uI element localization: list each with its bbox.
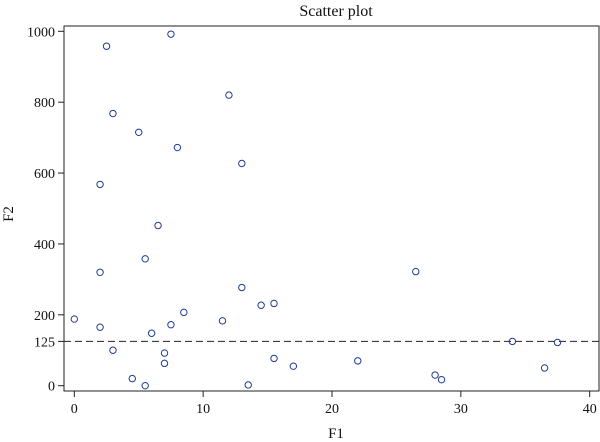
data-point [160,349,169,357]
data-point [225,91,233,99]
data-point [102,42,111,50]
y-tick-label: 1000 [27,25,55,40]
data-point [238,283,246,292]
data-point [167,321,175,329]
x-tick-label: 0 [71,402,78,417]
x-tick-label: 20 [325,402,339,417]
data-point [289,362,298,370]
y-tick-label: 800 [34,96,55,111]
chart-title: Scatter plot [299,3,373,20]
data-point [257,301,265,309]
data-point [128,374,136,383]
y-tick-label: 600 [34,167,55,182]
data-point [354,357,362,365]
y-tick-label: 200 [34,309,55,324]
data-point [244,381,252,389]
data-point [135,128,143,137]
data-point [431,371,439,379]
data-point [96,180,104,189]
data-point [141,381,149,390]
data-point [270,354,278,363]
data-point [218,317,227,325]
data-point [96,323,104,331]
data-point [141,255,149,263]
data-point [437,375,446,384]
data-point [160,359,169,368]
data-point [180,308,188,317]
data-point [154,221,162,230]
x-tick-label: 30 [454,402,468,417]
y-tick-label: 0 [48,380,55,395]
data-point [540,364,549,372]
data-point [238,159,246,168]
x-axis-label: F1 [328,426,344,442]
data-point [167,30,175,38]
x-tick-label: 10 [196,402,210,417]
data-point [553,338,562,347]
plot-frame [63,25,600,392]
data-point [96,268,104,276]
data-point [109,346,117,354]
data-point [147,329,156,337]
y-tick-label: 400 [34,238,55,253]
y-axis-label: F2 [1,206,17,222]
data-point [173,143,182,152]
data-point [508,337,517,346]
data-point [109,109,117,118]
x-tick-label: 40 [583,402,597,417]
data-point [412,267,420,276]
data-point [270,299,278,308]
y-tick-label: 125 [34,335,55,350]
data-point [70,315,79,323]
